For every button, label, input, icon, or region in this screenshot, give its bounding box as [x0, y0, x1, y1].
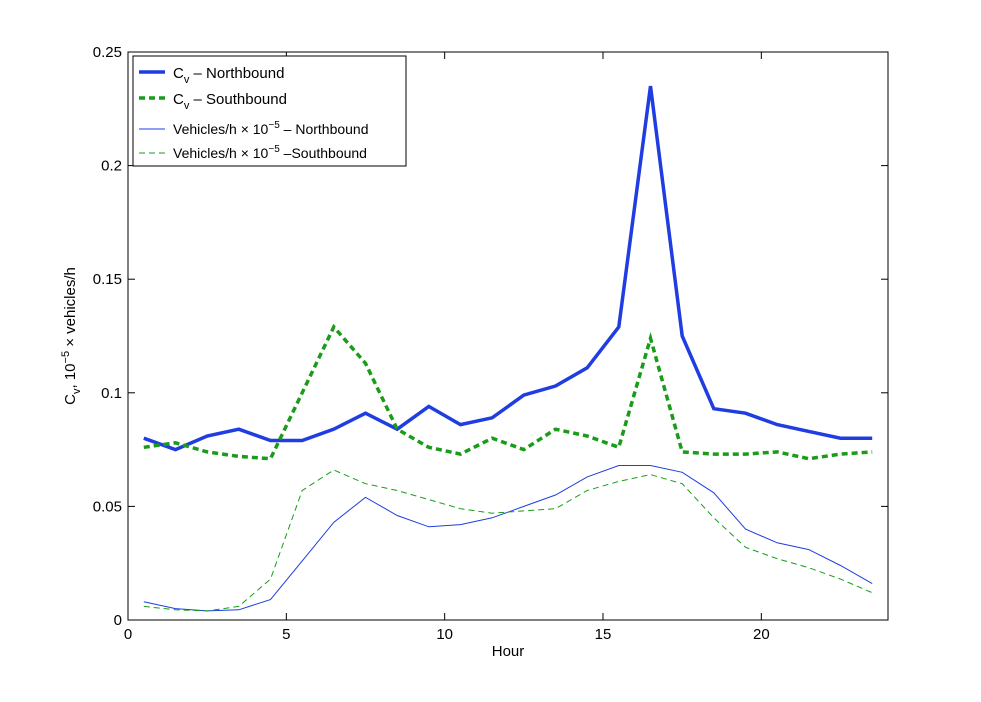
legend-label-vehicles-southbound-base: Vehicles/h × 10 — [173, 145, 269, 161]
legend: Cv – Northbound Cv – Southbound Vehicles… — [132, 55, 407, 167]
x-tick-label: 10 — [436, 626, 453, 643]
legend-label-cv-northbound-base: C — [173, 65, 184, 82]
y-tick-label: 0.05 — [93, 498, 122, 515]
y-axis-label-base: C — [62, 394, 79, 405]
axes-ticks: 0 5 10 15 20 0 0.05 0.1 0.15 0.2 0.25 — [93, 44, 888, 643]
legend-label-cv-northbound-sub: v — [184, 74, 190, 86]
x-tick-label: 5 — [282, 626, 290, 643]
y-axis-label-comma: , 10 — [62, 363, 79, 388]
series-line-cv-northbound — [143, 85, 873, 452]
legend-label-cv-southbound-rest: – Southbound — [189, 91, 287, 108]
x-tick-label: 0 — [124, 626, 132, 643]
y-tick-label: 0.2 — [101, 158, 122, 175]
legend-label-vehicles-northbound-base: Vehicles/h × 10 — [173, 121, 269, 137]
y-axis-label-rest: × vehicles/h — [62, 267, 79, 351]
y-tick-label: 0.15 — [93, 271, 122, 288]
legend-label-vehicles-northbound: Vehicles/h × 10−5 – Northbound — [173, 120, 369, 137]
series-line-cv-southbound — [143, 323, 873, 461]
y-tick-label: 0.25 — [93, 44, 122, 61]
legend-label-cv-southbound-base: C — [173, 91, 184, 108]
legend-label-cv-northbound: Cv – Northbound — [173, 65, 284, 86]
legend-label-cv-northbound-rest: – Northbound — [189, 65, 284, 82]
legend-label-vehicles-northbound-rest: – Northbound — [280, 121, 369, 137]
x-tick-label: 20 — [753, 626, 770, 643]
legend-box — [132, 55, 407, 167]
legend-label-cv-southbound-sub: v — [184, 100, 190, 112]
y-axis-label-exponent: −5 — [60, 351, 72, 364]
legend-label-vehicles-southbound-rest: –Southbound — [280, 145, 367, 161]
legend-label-vehicles-southbound: Vehicles/h × 10−5 –Southbound — [173, 144, 367, 161]
x-axis-label: Hour — [492, 643, 525, 660]
y-axis-label-subscript: v — [71, 388, 83, 394]
y-axis-label: Cv, 10−5 × vehicles/h — [60, 267, 83, 405]
series-line-vehicles-northbound — [143, 465, 873, 612]
series-group — [143, 85, 873, 612]
series-line-vehicles-southbound — [143, 469, 873, 612]
x-tick-label: 15 — [595, 626, 612, 643]
legend-label-vehicles-southbound-exp: −5 — [268, 144, 280, 155]
plot-frame — [127, 51, 889, 621]
legend-label-vehicles-northbound-exp: −5 — [268, 120, 280, 131]
y-tick-label: 0.1 — [101, 385, 122, 402]
legend-label-cv-southbound: Cv – Southbound — [173, 91, 287, 112]
y-tick-label: 0 — [114, 612, 122, 629]
